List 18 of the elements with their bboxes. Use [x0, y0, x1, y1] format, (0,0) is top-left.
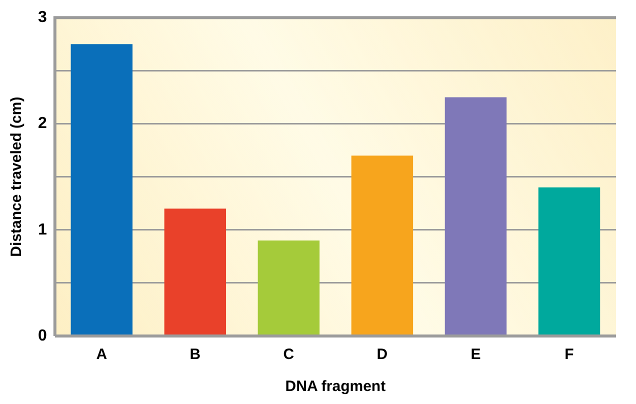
y-tick-label: 2	[38, 115, 47, 132]
x-axis-title: DNA fragment	[285, 378, 386, 396]
x-tick-label: B	[190, 346, 201, 364]
bar	[164, 208, 226, 336]
bar	[538, 187, 600, 336]
bar	[70, 44, 133, 336]
y-tick-label: 0	[38, 327, 47, 344]
bar	[258, 240, 320, 336]
bar	[444, 97, 507, 336]
y-tick-label: 3	[38, 9, 47, 26]
bar	[351, 156, 414, 336]
y-tick-label: 1	[38, 221, 47, 238]
x-tick-label: C	[283, 346, 294, 364]
y-axis-title: Distance traveled (cm)	[8, 96, 26, 257]
x-tick-label: F	[564, 346, 574, 364]
x-tick-label: A	[96, 346, 108, 364]
x-tick-label: D	[376, 346, 388, 364]
x-tick-label: E	[470, 346, 481, 364]
